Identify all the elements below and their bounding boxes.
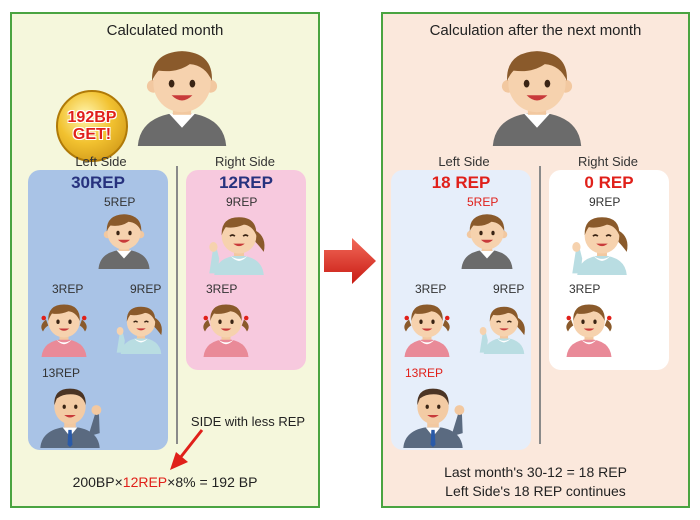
next-month-panel: Calculation after the next month Left Si… [381,12,690,508]
businessman-member-icon [36,382,104,448]
formula-suffix: ×8% = 192 BP [167,474,258,490]
member-rep-label: 13REP [405,366,444,380]
left-side-total: 30REP [71,173,125,192]
carryover-note-2: Left Side's 18 REP continues [445,483,626,499]
member-rep-label: 9REP [589,195,621,209]
waving-girl-member-icon [206,208,272,276]
top-sponsor-boy-icon [130,40,234,148]
panel-title: Calculation after the next month [429,22,642,39]
calculated-month-panel: Calculated month 192BP GET! Left Side Ri… [10,12,320,508]
bp-coin-badge-icon: 192BP GET! [56,90,128,162]
member-rep-label: 5REP [467,195,499,209]
badge-line-1: 192BP [67,109,117,126]
formula-prefix: 200BP× [72,474,123,490]
businessman-member-icon [399,382,467,448]
badge-line-2: GET! [72,126,112,143]
member-rep-label: 9REP [130,282,162,296]
waving-girl-member-icon [477,296,531,358]
girl-member-icon [34,296,94,358]
girl-member-icon [397,296,457,358]
waving-girl-member-icon [569,208,635,276]
left-side-total: 18 REP [431,173,491,192]
right-side-total: 12REP [219,173,273,192]
girl-member-icon [559,296,619,358]
left-side-label: Left Side [438,154,490,169]
side-divider [539,166,541,444]
member-rep-label: 5REP [104,195,136,209]
side-divider [176,166,178,444]
member-rep-label: 3REP [206,282,238,296]
member-rep-label: 9REP [226,195,258,209]
member-rep-label: 13REP [42,366,81,380]
less-rep-annotation: SIDE with less REP [190,414,306,429]
girl-member-icon [196,296,256,358]
boy-member-icon [457,208,517,270]
member-rep-label: 9REP [493,282,525,296]
left-side-label: Left Side [75,154,127,169]
bp-formula: 200BP×12REP×8% = 192 BP [12,474,318,490]
formula-highlight: 12REP [122,474,168,490]
waving-girl-member-icon [114,296,168,358]
member-rep-label: 3REP [52,282,84,296]
member-rep-label: 3REP [415,282,447,296]
member-rep-label: 3REP [569,282,601,296]
red-pointer-arrow-icon [170,429,204,470]
panel-title: Calculated month [106,22,224,39]
right-side-label: Right Side [578,154,638,169]
next-month-arrow-icon [324,238,376,284]
right-side-label: Right Side [215,154,275,169]
carryover-note-1: Last month's 30-12 = 18 REP [444,464,627,480]
top-sponsor-boy-icon [485,40,589,148]
boy-member-icon [94,208,154,270]
right-side-total: 0 REP [584,173,634,192]
